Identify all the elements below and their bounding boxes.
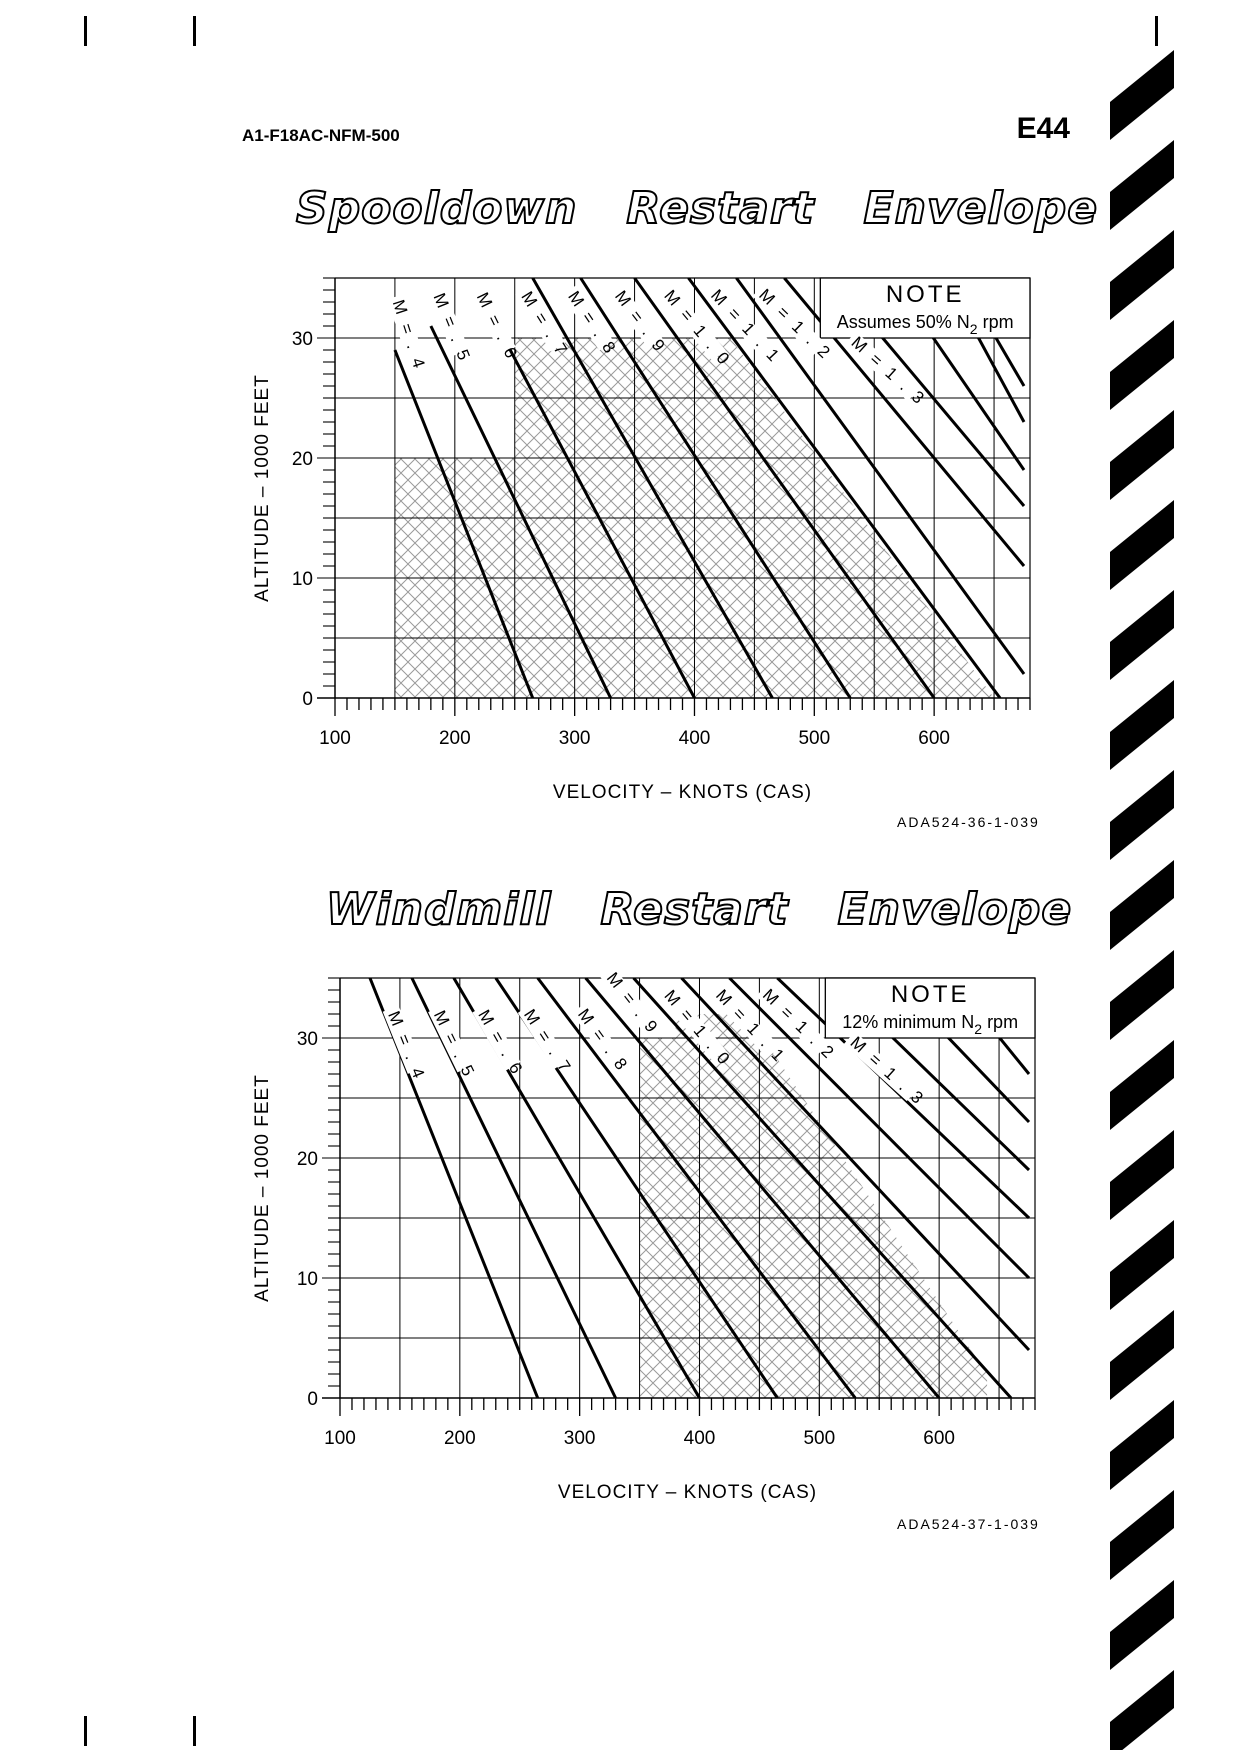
mach-label-bg: [756, 983, 830, 1056]
x-tick-label: 300: [564, 1428, 596, 1449]
x-tick-label: 300: [559, 728, 591, 749]
mach-label-bg: [428, 287, 469, 356]
mach-label-bg: [515, 285, 566, 352]
crop-mark: [84, 1716, 87, 1746]
chart-title-windmill: Windmill Restart Envelope: [325, 883, 1073, 936]
windmill-restart-chart: 100 200 300 400 500 600 0 10 20 30 VELOCITY – KNOT…: [252, 966, 1036, 1503]
hazard-stripe-bar: [1110, 50, 1174, 1750]
x-tick-label: 600: [918, 728, 950, 749]
x-tick-label: 100: [324, 1428, 356, 1449]
mach-label-bg: [709, 984, 780, 1058]
restart-envelope-region: [639, 1014, 988, 1398]
mach-line-8: [680, 978, 1031, 1352]
x-tick-label: 200: [439, 728, 471, 749]
x-axis-title: VELOCITY – KNOTS (CAS): [558, 1482, 817, 1503]
mach-label-bg: [657, 284, 726, 361]
mach-line-8: [735, 278, 1026, 675]
mach-line-2: [429, 325, 612, 698]
crop-mark: [84, 16, 87, 46]
y-tick-label: 30: [292, 329, 313, 350]
mach-label: M = . 5: [430, 290, 475, 365]
note-box: [819, 277, 1031, 339]
mach-line-5: [536, 978, 857, 1398]
note-title: NOTE: [886, 281, 965, 308]
mach-label-bg: [472, 1004, 521, 1071]
spooldown-restart-chart: 100 200 300 400 500 600 0 10 20 30 VELOCITY – KNOT…: [252, 277, 1031, 803]
chart-title-spooldown: Spooldown Restart Envelope: [295, 182, 1099, 235]
y-axis-title: ALTITUDE – 1000 FEET: [252, 1074, 273, 1302]
mach-label-bg: [382, 1005, 424, 1074]
x-tick-label: 600: [923, 1428, 955, 1449]
mach-line-5: [579, 278, 852, 698]
page-number: E44: [1016, 112, 1070, 145]
mach-label-bg: [571, 1003, 625, 1068]
x-tick-label: 400: [679, 728, 711, 749]
mach-label-bg: [843, 1031, 919, 1102]
y-tick-label: 10: [292, 569, 313, 590]
y-tick-label: 30: [297, 1029, 318, 1050]
y-tick-label: 20: [297, 1149, 318, 1170]
x-tick-label: 200: [444, 1428, 476, 1449]
crop-mark: [1155, 16, 1158, 46]
mach-label-bg: [608, 284, 663, 349]
mach-line-6: [584, 978, 941, 1398]
mach-lines: [393, 278, 1026, 698]
figure-id-spooldown: ADA524-36-1-039: [897, 814, 1040, 830]
mach-line-7: [687, 278, 1002, 698]
mach-label-bg: [561, 285, 614, 351]
note-title: NOTE: [891, 981, 970, 1008]
mach-line-7: [632, 978, 1013, 1398]
note-text: 12% minimum N2 rpm: [842, 1012, 1018, 1037]
mach-line-3: [483, 301, 696, 698]
x-tick-label: 400: [684, 1428, 716, 1449]
mach-label-bg: [657, 984, 726, 1061]
mach-line-1: [393, 349, 535, 698]
mach-label-bg: [387, 294, 425, 364]
crop-mark: [193, 1716, 196, 1746]
mach-label-bg: [471, 286, 516, 355]
y-tick-label: 0: [302, 689, 313, 710]
x-axis-title: VELOCITY – KNOTS (CAS): [553, 782, 812, 803]
x-tick-label: 500: [798, 728, 830, 749]
mach-label-bg: [517, 1003, 569, 1070]
mach-line-6: [633, 278, 936, 698]
mach-label-bg: [428, 1004, 473, 1073]
figure-id-windmill: ADA524-37-1-039: [897, 1516, 1040, 1532]
y-tick-label: 20: [292, 449, 313, 470]
note-text: Assumes 50% N2 rpm: [837, 312, 1014, 337]
mach-label-bg: [752, 283, 826, 356]
mach-line-10: [776, 978, 1031, 1220]
mach-label-bg: [600, 966, 656, 1031]
document-id: A1-F18AC-NFM-500: [242, 126, 400, 145]
mach-label: M = . 5: [430, 1007, 479, 1081]
y-tick-label: 0: [307, 1389, 318, 1410]
mach-line-9: [728, 978, 1031, 1280]
y-axis-title: ALTITUDE – 1000 FEET: [252, 374, 273, 602]
x-tick-label: 500: [803, 1428, 835, 1449]
note-box: [824, 977, 1036, 1039]
mach-label-bg: [844, 331, 920, 402]
mach-line-4: [531, 278, 774, 698]
x-tick-label: 100: [319, 728, 351, 749]
mach-label-bg: [704, 284, 775, 358]
y-tick-label: 10: [297, 1269, 318, 1290]
crop-mark: [193, 16, 196, 46]
